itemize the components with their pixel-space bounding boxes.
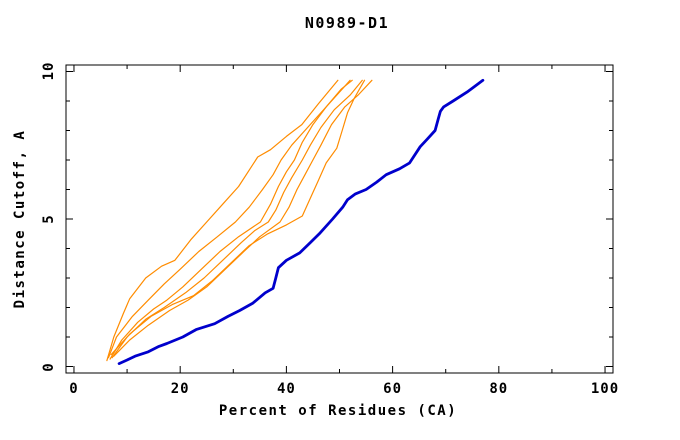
orange-curve-1 (106, 79, 339, 362)
orange-curve-6 (110, 79, 366, 356)
orange-curve-5 (113, 79, 373, 357)
orange-curve-4 (111, 79, 363, 359)
x-tick-label: 60 (383, 381, 403, 397)
chart-title: N0989-D1 (304, 14, 390, 32)
y-tick-label: 10 (41, 62, 57, 81)
orange-curve-2 (107, 79, 351, 359)
orange-curve-3 (109, 79, 353, 360)
y-tick-label: 0 (41, 361, 57, 372)
y-tick-label: 5 (41, 214, 57, 224)
x-axis-label: Percent of Residues (CA) (218, 403, 458, 419)
plot-border (65, 64, 614, 374)
x-tick-label: 20 (170, 381, 190, 397)
x-tick-label: 40 (276, 381, 296, 397)
blue-curve (117, 78, 485, 366)
x-tick-label: 100 (590, 381, 620, 397)
x-tick-label: 0 (69, 381, 79, 397)
x-tick-label: 80 (489, 381, 509, 397)
